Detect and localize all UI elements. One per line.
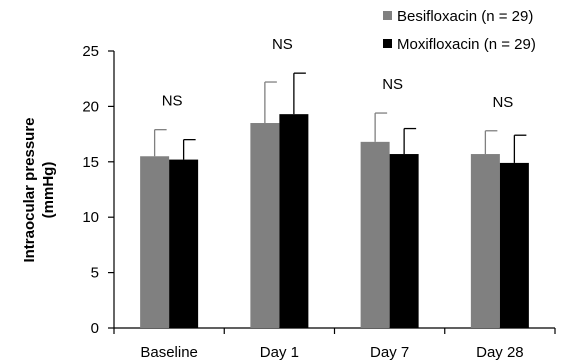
y-tick-label: 25 [82,43,99,60]
legend-swatch [383,11,392,20]
bar [140,156,170,328]
x-tick-label: Baseline [140,344,198,361]
significance-label: NS [162,93,183,110]
bar [250,123,280,329]
y-tick-label: 0 [91,320,99,337]
x-tick-label: Day 28 [476,344,524,361]
bar [279,114,309,328]
legend-label: Moxifloxacin (n = 29) [397,36,536,53]
y-tick-label: 10 [82,209,99,226]
error-bars [153,72,527,163]
y-tick-label: 5 [91,265,99,282]
x-axis: Baseline Day 1 Day 7 Day 28 [113,327,556,361]
y-axis-title-line: (mmHg) [40,162,57,219]
legend-label: Besifloxacin (n = 29) [397,8,533,25]
significance-label: NS [272,36,293,53]
bar [470,154,500,328]
bars [140,114,529,329]
significance-label: NS [492,94,513,111]
y-axis-title: Intraocular pressure (mmHg) [21,117,57,262]
y-tick-label: 20 [82,98,99,115]
y-axis-title-line: Intraocular pressure [21,117,38,262]
bar [169,159,199,328]
bar [499,162,529,328]
legend-swatch [383,39,392,48]
y-tick-label: 15 [82,154,99,171]
bar [389,154,419,328]
legend: Besifloxacin (n = 29) Moxifloxacin (n = 2… [383,8,536,53]
significance-label: NS [382,76,403,93]
y-axis: 0 5 10 15 20 25 [82,43,115,337]
annotations: NS NS NS NS [162,36,514,111]
bar [360,141,390,328]
x-tick-label: Day 1 [260,344,299,361]
x-tick-label: Day 7 [370,344,409,361]
